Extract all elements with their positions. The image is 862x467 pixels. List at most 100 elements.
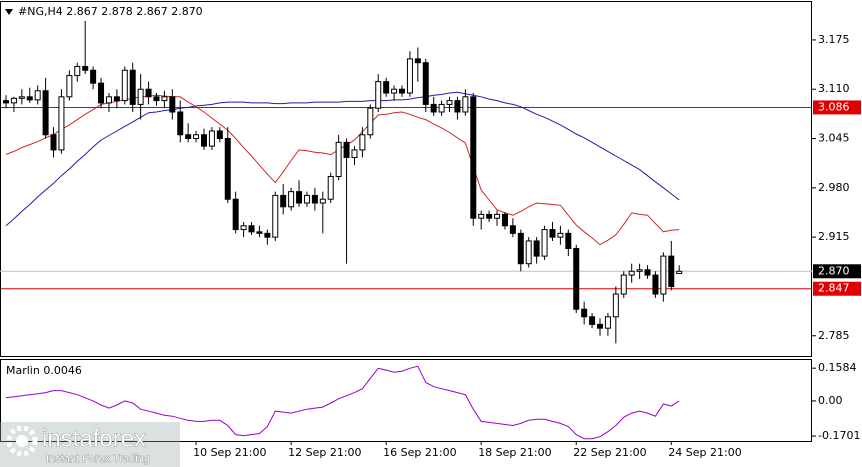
candle-body [74,65,81,77]
candle-body [335,141,342,177]
candle-body [137,88,144,105]
indicator-line [5,365,680,440]
candle-body [264,232,271,238]
watermark-logo-core [16,435,28,447]
x-tick-label: 10 Sep 21:00 [193,446,266,459]
candle-body [486,213,493,219]
candle-body [509,225,516,234]
candle-body [422,62,429,105]
candle-body [18,96,25,99]
candle-body [517,232,524,265]
candle-body [303,194,310,204]
candle-body [581,308,588,318]
candle-body [367,107,374,136]
candle-body [612,293,619,318]
moving-average [5,94,680,246]
y-tick-label: 3.110 [818,82,850,95]
y-tick-label: 2.980 [818,181,850,194]
candle-body [375,81,382,109]
candle-body [224,138,231,200]
candle-body [628,270,635,276]
candle-body [113,96,120,102]
candle-body [636,269,643,272]
candle-body [478,213,485,219]
watermark-brand: instaforex [42,425,146,452]
watermark-bg [0,422,180,467]
candle-body [216,130,223,140]
indicator-panel [0,359,812,442]
candle-body [256,231,263,234]
candle-body [82,65,89,71]
moving-average [5,91,680,227]
candle-body [288,191,295,208]
level-tag [813,281,861,296]
x-tick-label: 24 Sep 21:00 [668,446,741,459]
candle-body [185,134,192,140]
watermark-logo [6,425,38,457]
candle-body [676,270,683,275]
candle-body [169,96,176,113]
candle-body [454,100,461,113]
candle-body [446,100,453,105]
candle-body [193,134,200,140]
y-tick-label: -0.1701 [818,429,860,442]
candle-body [3,100,9,104]
candle-body [121,69,128,102]
candle-body [359,134,366,151]
y-tick-label: 0.00 [818,394,843,407]
candle-body [589,316,596,325]
candle-body [145,88,152,98]
candle-body [98,82,105,104]
indicator-title: Marlin 0.0046 [6,364,82,377]
last-price-tag [813,264,861,279]
candle-body [201,134,207,147]
candle-body [414,58,421,64]
last-price-label: 2.870 [818,264,850,277]
candle-body [620,274,627,295]
candle-body [232,198,239,231]
candle-body [66,75,73,98]
candle-body [470,96,477,219]
candle-body [296,191,303,204]
candle-body [644,269,651,276]
candle-body [153,96,160,102]
candle-body [319,198,326,204]
candle-body [660,255,667,295]
candle-body [42,90,49,136]
candle-body [26,96,33,101]
watermark: instaforex Instant Forex Trading [0,422,180,467]
x-tick-label: 22 Sep 21:00 [573,446,646,459]
candle-body [351,149,358,159]
y-tick-label: 3.175 [818,33,850,46]
candle-body [311,194,318,204]
level-tag-label: 2.847 [818,282,850,295]
chart-title: #NG,H4 2.867 2.878 2.867 2.870 [18,5,203,18]
marks: 3.175 3.110 3.045 2.980 2.915 2.785 10 Sep 21:… [0,20,861,459]
candle-body [90,69,97,84]
level-tag-label: 3.086 [818,100,850,113]
level-tag [813,100,861,115]
title-arrow [5,9,13,15]
candle-body [549,229,556,238]
candle-body [668,255,675,287]
candle-body [280,194,287,208]
candle-body [248,225,255,233]
candle-body [565,232,572,250]
candle-body [208,130,215,147]
candle-body [525,240,532,265]
candle-body [406,58,413,94]
candle-body [557,232,564,238]
candle-body [541,229,548,257]
candle-body [129,69,136,105]
candle-body [327,175,334,200]
candle-body [161,96,168,102]
y-tick-label: 2.915 [818,230,850,243]
candle-body [272,194,279,238]
candle-body [343,141,350,159]
candle-body [430,103,437,113]
y-tick-label: 2.785 [818,329,850,342]
candle-body [573,248,580,310]
candle-body [391,88,398,94]
